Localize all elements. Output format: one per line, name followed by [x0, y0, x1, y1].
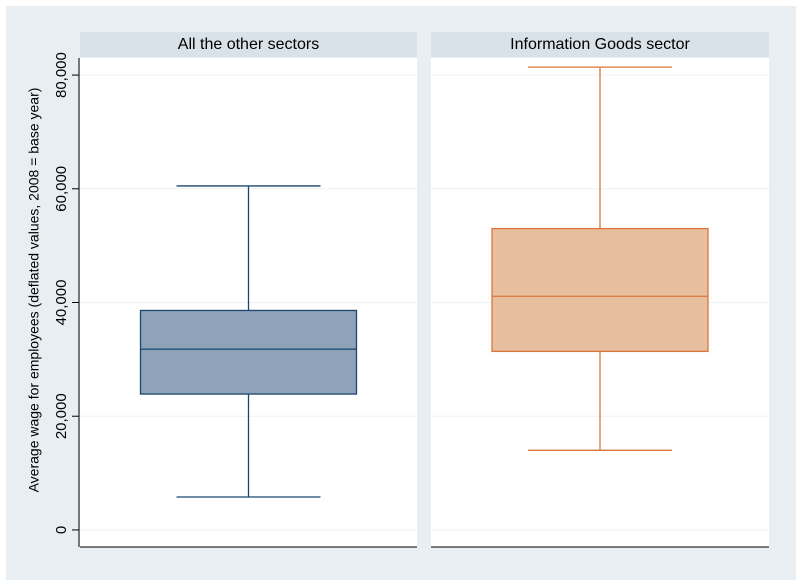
panel-header [431, 32, 769, 57]
y-tick-label: 40,000 [53, 280, 70, 326]
y-axis-title: Average wage for employees (deflated val… [26, 88, 42, 493]
y-tick-label: 60,000 [53, 166, 70, 212]
box [139, 309, 358, 395]
panel-header [80, 32, 417, 57]
y-tick-label: 20,000 [53, 393, 70, 439]
box [491, 227, 709, 353]
panel-title: All the other sectors [178, 36, 319, 53]
y-tick-label: 0 [53, 526, 70, 534]
y-tick-label: 80,000 [53, 52, 70, 98]
panel-title: Information Goods sector [510, 36, 690, 53]
